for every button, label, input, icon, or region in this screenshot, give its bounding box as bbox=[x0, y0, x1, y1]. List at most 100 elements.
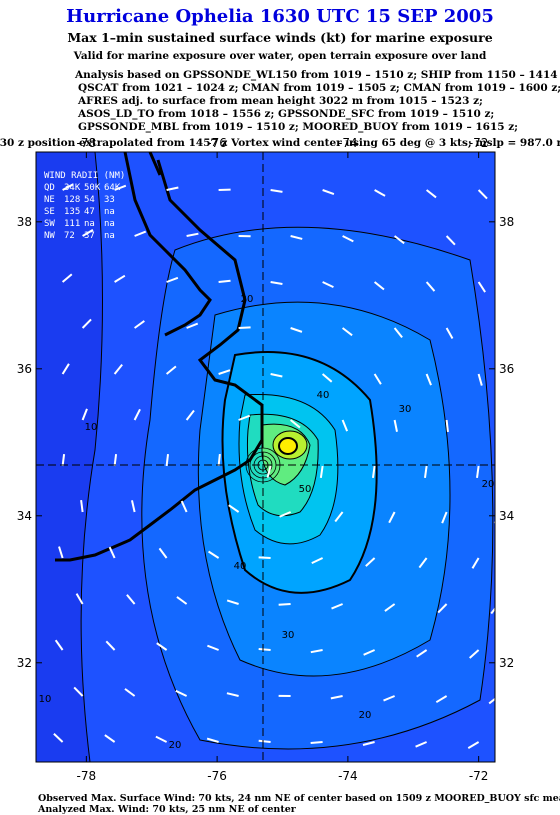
wind-barb bbox=[218, 279, 231, 283]
wind-barb bbox=[383, 695, 395, 702]
wind-barb bbox=[425, 281, 436, 292]
radii-cell: na bbox=[104, 231, 115, 241]
wind-barb bbox=[126, 594, 136, 605]
contour-label: 20 bbox=[241, 294, 254, 305]
subtitle: Max 1–min sustained surface winds (kt) f… bbox=[67, 30, 492, 45]
radii-cell: NW bbox=[44, 231, 55, 241]
wind-barb bbox=[476, 465, 480, 479]
wind-barb bbox=[290, 235, 303, 240]
wind-barb bbox=[133, 408, 141, 421]
wind-barb bbox=[477, 189, 488, 200]
y-tick-label: 36 bbox=[499, 362, 514, 376]
subtitle: Valid for marine exposure over water, op… bbox=[73, 50, 487, 62]
footer-line: Analyzed Max. Wind: 70 kts, 25 nm NE of … bbox=[37, 804, 297, 815]
wind-barb bbox=[477, 373, 483, 386]
contour-label: 40 bbox=[317, 390, 330, 401]
wind-barb bbox=[373, 373, 382, 385]
map-frame bbox=[35, 151, 496, 763]
wind-barb bbox=[310, 741, 323, 744]
y-tick-label: 38 bbox=[499, 215, 514, 229]
radii-cell: 128 bbox=[64, 195, 80, 205]
wind-barb bbox=[156, 642, 168, 651]
radii-cell: na bbox=[104, 207, 115, 217]
wind-barb bbox=[394, 235, 405, 245]
radii-cell: 47 bbox=[84, 207, 95, 217]
wind-barb bbox=[488, 697, 495, 705]
wind-barb bbox=[61, 453, 66, 467]
wind-barb bbox=[158, 547, 168, 559]
radii-cell: 111 bbox=[64, 219, 80, 229]
radii-cell: na bbox=[104, 219, 115, 229]
wind-barb bbox=[418, 557, 428, 569]
x-tick-label: -72 bbox=[469, 136, 489, 150]
wind-barb bbox=[113, 453, 118, 467]
wind-barb bbox=[207, 644, 219, 651]
wind-barb bbox=[82, 228, 94, 237]
wind-barb bbox=[384, 603, 396, 612]
contour-label: 30 bbox=[282, 630, 295, 641]
wind-barb bbox=[81, 318, 92, 329]
contour-label: 20 bbox=[169, 740, 182, 751]
x-tick-label: -74 bbox=[338, 769, 358, 783]
wind-barb bbox=[270, 281, 283, 286]
wind-barb bbox=[175, 689, 188, 697]
wind-barb bbox=[393, 327, 403, 338]
wind-barb bbox=[416, 649, 428, 658]
wind-barb bbox=[342, 235, 354, 243]
coastline bbox=[55, 152, 264, 562]
wind-barb bbox=[166, 276, 179, 283]
wind-barb bbox=[467, 741, 480, 749]
radii-header: 34K bbox=[64, 183, 81, 193]
wind-barb bbox=[322, 189, 335, 195]
y-tick-label: 32 bbox=[499, 656, 514, 670]
wind-barb bbox=[186, 322, 199, 329]
wind-barb bbox=[322, 281, 334, 289]
wind-barb bbox=[186, 232, 199, 237]
radii-cell: 33 bbox=[104, 195, 115, 205]
wind-barb bbox=[341, 419, 349, 432]
radii-cell: na bbox=[84, 219, 95, 229]
wind-barb bbox=[258, 647, 271, 651]
wind-barb bbox=[207, 550, 220, 559]
wind-barb bbox=[290, 327, 303, 333]
wind-barb bbox=[425, 373, 432, 386]
wind-barb bbox=[176, 596, 188, 605]
y-tick-label: 38 bbox=[17, 215, 32, 229]
radii-cell: SE bbox=[44, 207, 55, 217]
wind-barb bbox=[362, 741, 375, 746]
wind-barb bbox=[165, 365, 177, 375]
contour-label: 10 bbox=[85, 422, 98, 433]
wind-barb bbox=[266, 465, 272, 478]
wind-barb bbox=[124, 688, 136, 697]
wind-barb bbox=[228, 504, 240, 513]
wind-barb bbox=[499, 328, 504, 339]
wind-barb bbox=[185, 409, 195, 421]
contour-label: 10 bbox=[39, 694, 52, 705]
wind-barb bbox=[108, 546, 116, 559]
wind-barb bbox=[238, 326, 251, 329]
wind-barb bbox=[155, 735, 168, 743]
wind-barb bbox=[270, 189, 283, 193]
wind-barb bbox=[53, 733, 64, 743]
wind-barb bbox=[445, 327, 454, 339]
title: Hurricane Ophelia 1630 UTC 15 SEP 2005 bbox=[66, 6, 494, 27]
y-tick-label: 34 bbox=[499, 509, 514, 523]
wind-barb bbox=[341, 327, 353, 337]
wind-barb bbox=[311, 557, 324, 565]
wind-barb bbox=[226, 599, 239, 605]
wind-barb bbox=[415, 741, 428, 748]
y-tick-label: 34 bbox=[17, 509, 32, 523]
analysis-line: AFRES adj. to surface from mean height 3… bbox=[77, 95, 483, 107]
wind-barb bbox=[334, 511, 344, 523]
wind-barb bbox=[105, 640, 116, 651]
wind-barb bbox=[226, 692, 239, 697]
wind-barb bbox=[330, 695, 343, 700]
wind-barb bbox=[441, 511, 448, 524]
wind-barb bbox=[477, 281, 486, 293]
wind-barb bbox=[499, 420, 500, 432]
wind-barb bbox=[58, 546, 64, 559]
wind-barb bbox=[134, 320, 145, 329]
radii-header: 50K bbox=[84, 183, 101, 193]
radii-title: WIND RADII (NM) bbox=[44, 171, 125, 181]
